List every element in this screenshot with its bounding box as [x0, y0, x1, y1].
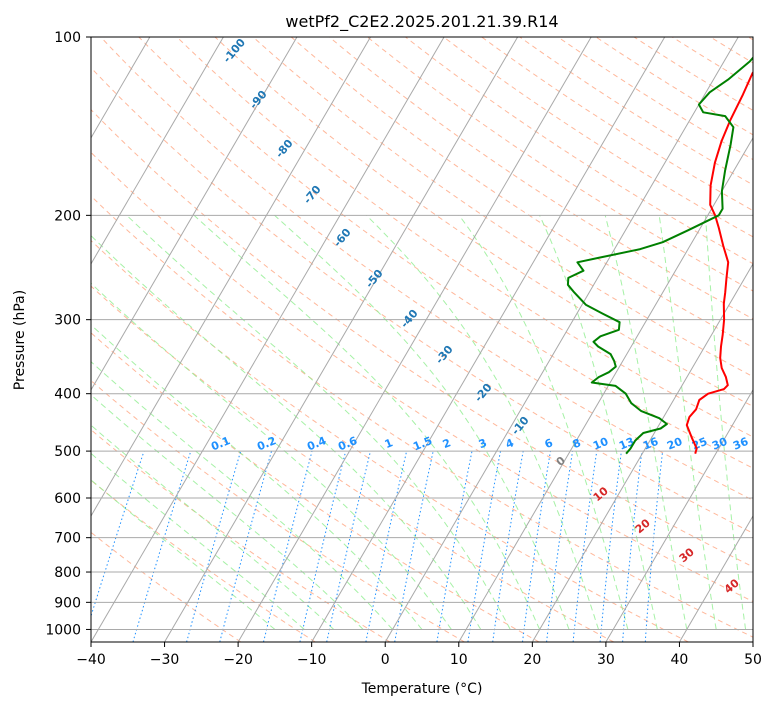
y-tick-label: 900 — [54, 595, 81, 611]
isotherm-line — [311, 37, 666, 642]
dry-adiabat — [252, 37, 753, 378]
mixing-ratio-line — [219, 450, 272, 642]
mixing-ratio-line — [263, 450, 313, 642]
x-tick-label: 20 — [523, 652, 541, 668]
dry-adiabat — [290, 37, 753, 349]
mixing-ratio-line — [186, 450, 242, 642]
moist-adiabat — [126, 214, 511, 630]
mixing-ratio-label: 20 — [665, 435, 684, 453]
isotherm-line — [679, 514, 753, 642]
mixing-ratio-line — [365, 450, 408, 642]
dry-adiabat — [91, 332, 540, 642]
y-tick-label: 500 — [54, 444, 81, 460]
dry-adiabat — [405, 37, 753, 265]
mixing-ratio-label: 30 — [710, 435, 729, 453]
y-tick-label: 300 — [54, 313, 81, 329]
isotherm-line — [91, 37, 298, 391]
x-axis-label: Temperature (°C) — [361, 681, 483, 697]
mixing-ratio-line — [599, 451, 622, 642]
axes: −40 −30 −20 −10 0 10 20 30 40 50 100 200 300 400 500 60… — [45, 30, 762, 668]
isotherm-line — [164, 37, 519, 642]
x-tick-label: 30 — [597, 652, 615, 668]
y-tick-label: 200 — [54, 208, 81, 224]
mixing-ratio-label: 2 — [441, 436, 453, 451]
dry-adiabat — [91, 379, 465, 642]
isotherm-line — [237, 37, 592, 642]
moist-adiabat — [91, 394, 364, 630]
mixing-ratio-line — [299, 450, 347, 642]
dry-adiabat — [91, 531, 242, 642]
mixing-ratio-label: 1 — [383, 436, 395, 451]
y-tick-label: 600 — [54, 491, 81, 507]
y-tick-label: 400 — [54, 387, 81, 403]
isotherm-line — [91, 37, 224, 265]
isotherm-line — [91, 37, 371, 517]
mixing-ratio-line — [467, 451, 501, 642]
x-tick-label: 10 — [450, 652, 468, 668]
x-tick-label: 40 — [671, 652, 689, 668]
isotherm-line — [91, 37, 445, 642]
mixing-ratio-line — [132, 450, 192, 642]
moist-adiabat — [193, 214, 541, 630]
dry-adiabat — [91, 429, 391, 642]
dewpoint-profile-line — [566, 56, 753, 455]
dry-adiabat — [138, 37, 753, 469]
mixing-ratio-line — [572, 451, 598, 642]
y-tick-label: 800 — [54, 565, 81, 581]
y-tick-label: 100 — [54, 30, 81, 46]
isotherm-line — [605, 388, 753, 642]
dry-adiabat — [91, 151, 753, 603]
y-tick-label: 1000 — [45, 622, 81, 638]
x-tick-label: −30 — [150, 652, 180, 668]
mixing-ratio-line — [522, 451, 551, 642]
temperature-profile-line — [685, 71, 753, 454]
mixing-ratio-label: 36 — [731, 435, 750, 453]
x-tick-label: −40 — [76, 652, 106, 668]
mixing-ratio-line — [436, 451, 473, 642]
isotherm-line — [384, 37, 739, 642]
dry-adiabat — [91, 285, 614, 642]
dry-adiabat — [176, 37, 753, 438]
mixing-ratio-line — [394, 450, 434, 642]
mixing-ratio-label: 25 — [690, 435, 709, 453]
mixing-ratio-line — [326, 450, 371, 642]
mixing-ratio-label: 10 — [591, 435, 610, 453]
x-tick-label: 50 — [744, 652, 762, 668]
mixing-ratio-line — [91, 450, 145, 618]
y-axis-label: Pressure (hPa) — [12, 290, 28, 390]
mixing-ratio-line — [492, 451, 524, 642]
dry-adiabat — [443, 37, 753, 238]
mixing-ratio-label: 16 — [641, 435, 660, 453]
x-tick-label: −20 — [223, 652, 253, 668]
plot-area: 0.1 0.2 0.4 0.6 1 1.5 2 3 4 6 8 10 13 16 20 25 30 36-100-… — [91, 37, 753, 642]
x-tick-label: −10 — [297, 652, 327, 668]
y-tick-label: 700 — [54, 531, 81, 547]
chart-title: wetPf2_C2E2.2025.201.21.39.R14 — [285, 12, 558, 32]
mixing-ratio-label: 3 — [477, 436, 489, 451]
dry-adiabat — [214, 37, 753, 407]
x-tick-label: 0 — [381, 652, 390, 668]
plot-frame — [90, 36, 754, 643]
dry-adiabat — [557, 37, 753, 161]
isotherm-line — [531, 262, 753, 642]
mixing-ratio-label: 8 — [571, 436, 583, 451]
dry-adiabat — [91, 108, 753, 568]
